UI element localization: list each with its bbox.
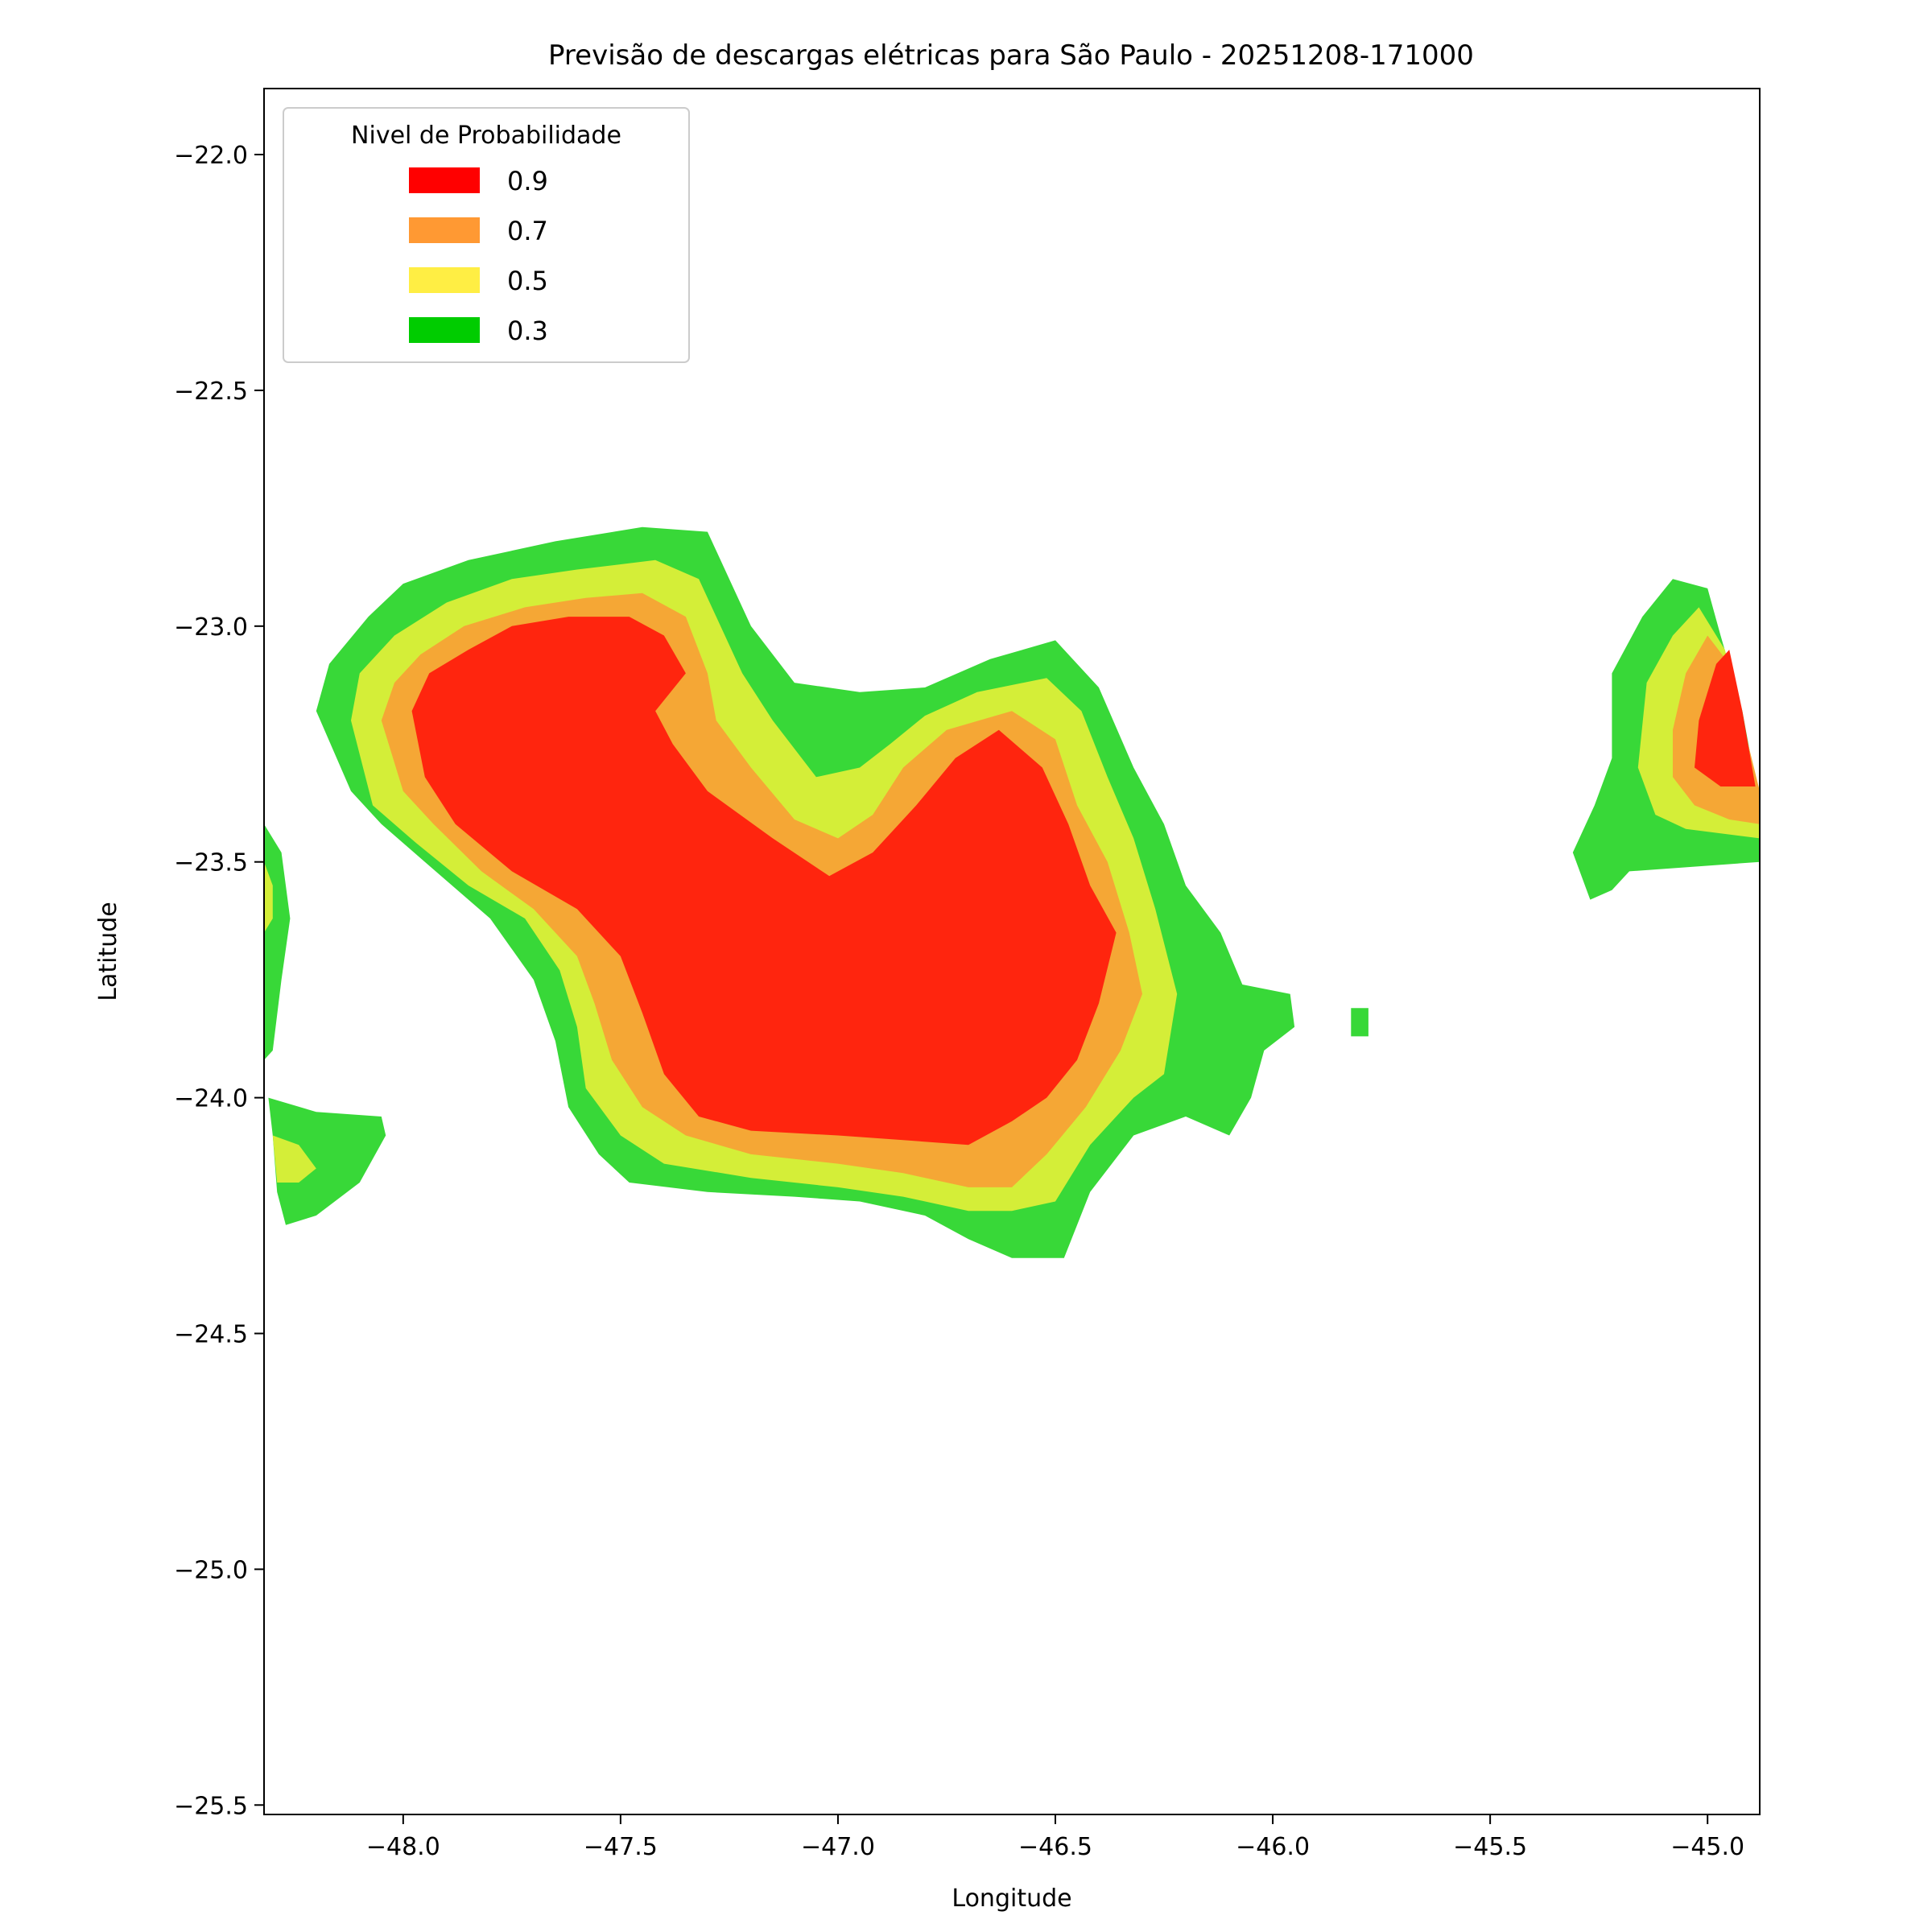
x-tick-label: −46.5 xyxy=(1018,1833,1092,1861)
x-tick-label: −47.0 xyxy=(801,1833,875,1861)
y-tick-label: −25.0 xyxy=(174,1556,248,1584)
y-tick-label: −22.0 xyxy=(174,142,248,170)
contour-region-05-9 xyxy=(264,861,273,933)
x-tick-label: −48.0 xyxy=(366,1833,440,1861)
legend-box xyxy=(283,107,690,363)
contour-region-03-12 xyxy=(1351,1008,1368,1037)
legend-label-05: 0.5 xyxy=(507,266,548,296)
legend-swatch-09 xyxy=(409,167,480,193)
legend-label-07: 0.7 xyxy=(507,216,548,246)
legend-swatch-05 xyxy=(409,267,480,293)
contour-region-03-10 xyxy=(268,1097,386,1225)
legend: Nivel de Probabilidade 0.9 0.7 0.5 0.3 xyxy=(283,107,690,363)
plot-area-frame xyxy=(263,88,1761,1815)
x-axis: −48.0 −47.5 −47.0 −46.5 −46.0 −45.5 −45.0 xyxy=(366,1814,1744,1861)
x-tick-label: −47.5 xyxy=(584,1833,658,1861)
contour-region-09-7 xyxy=(1695,650,1756,786)
y-tick-label: −24.0 xyxy=(174,1085,248,1113)
x-tick-label: −45.5 xyxy=(1453,1833,1527,1861)
y-tick-label: −25.5 xyxy=(174,1792,248,1820)
y-tick-label: −22.5 xyxy=(174,378,248,406)
y-tick-label: −23.0 xyxy=(174,613,248,642)
contour-regions xyxy=(264,526,1760,1258)
y-axis: −22.0 −22.5 −23.0 −23.5 −24.0 −24.5 −25.0 −25.5 xyxy=(174,142,264,1820)
legend-swatch-07 xyxy=(409,217,480,243)
legend-swatch-03 xyxy=(409,317,480,343)
x-tick-label: −45.0 xyxy=(1670,1833,1744,1861)
legend-title: Nivel de Probabilidade xyxy=(351,122,621,150)
legend-label-09: 0.9 xyxy=(507,166,548,196)
chart-title: Previsão de descargas elétricas para São… xyxy=(548,39,1474,72)
legend-label-03: 0.3 xyxy=(507,316,548,346)
x-axis-label: Longitude xyxy=(952,1885,1071,1913)
y-axis-label: Latitude xyxy=(94,902,122,1001)
contour-region-09-3 xyxy=(411,617,1117,1146)
legend-entries: 0.9 0.7 0.5 0.3 xyxy=(409,166,548,346)
x-tick-label: −46.0 xyxy=(1236,1833,1310,1861)
y-tick-label: −24.5 xyxy=(174,1320,248,1348)
y-tick-label: −23.5 xyxy=(174,849,248,877)
contour-region-05-11 xyxy=(272,1135,316,1183)
